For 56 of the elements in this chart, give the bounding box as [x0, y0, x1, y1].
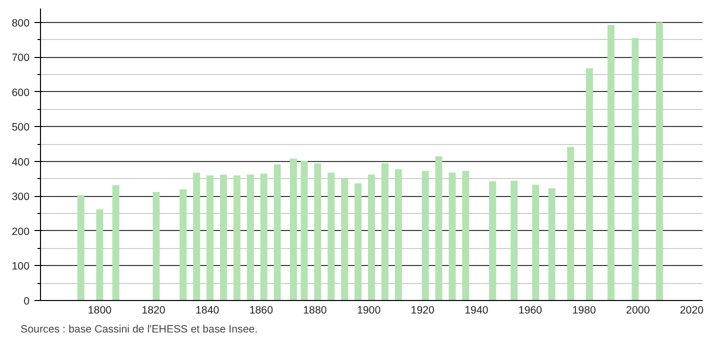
y-tick-label: 0 [24, 296, 30, 308]
bar [246, 174, 254, 300]
bar [368, 174, 375, 300]
bar [354, 183, 362, 300]
bar [608, 24, 614, 300]
bar [328, 172, 335, 300]
bar [112, 185, 120, 300]
bar [394, 169, 402, 300]
x-tick-label: 1900 [356, 304, 381, 316]
bar [180, 189, 187, 300]
x-tick-label: 1840 [195, 304, 220, 316]
bar [381, 163, 388, 300]
bar [632, 38, 639, 300]
x-tick-label: 1980 [572, 304, 596, 316]
bar [233, 175, 240, 300]
x-tick-label: 1820 [142, 304, 166, 316]
bar [448, 172, 456, 300]
bar [422, 170, 429, 300]
bar [206, 175, 214, 300]
x-tick-label: 2020 [680, 304, 704, 316]
x-tick-label: 1940 [464, 304, 488, 316]
bar [510, 180, 518, 300]
source-note: Sources : base Cassini de l'EHESS et base Insee. [20, 324, 258, 336]
y-tick-label: 300 [12, 191, 30, 204]
bar [290, 158, 297, 300]
y-tick-label: 800 [12, 17, 30, 30]
bar [435, 156, 442, 300]
bar [220, 174, 227, 300]
bar [260, 174, 268, 300]
x-tick-label: 1880 [303, 304, 327, 316]
x-tick-label: 1960 [518, 304, 542, 316]
y-tick-label: 100 [12, 260, 30, 273]
bar [567, 146, 574, 300]
bar [548, 188, 556, 300]
bar [656, 22, 663, 300]
bar [532, 184, 540, 300]
bar [462, 170, 470, 300]
bar [193, 172, 200, 300]
bar [96, 209, 104, 300]
x-tick-label: 1800 [88, 304, 112, 316]
bar [300, 160, 308, 300]
x-tick-label: 1860 [249, 304, 274, 316]
y-tick-label: 600 [12, 86, 30, 99]
bar [152, 192, 160, 300]
y-tick-label: 500 [12, 122, 30, 134]
bar [314, 163, 322, 300]
x-tick-label: 1920 [410, 304, 435, 316]
y-tick-label: 400 [12, 156, 30, 168]
x-tick-label: 2000 [626, 304, 650, 316]
y-tick-label: 200 [12, 226, 30, 238]
bar [489, 181, 496, 300]
y-tick-label: 700 [12, 52, 30, 64]
bar [341, 178, 348, 300]
bar [77, 195, 84, 300]
bar [274, 164, 281, 300]
bar [586, 68, 593, 300]
